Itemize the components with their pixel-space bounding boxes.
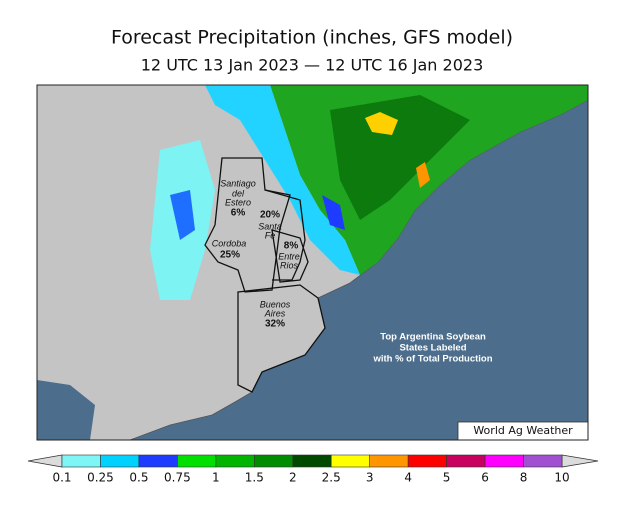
- colorbar-label: 4: [404, 471, 412, 485]
- colorbar-label: 0.75: [164, 471, 191, 485]
- annotation-line: States Labeled: [399, 343, 466, 354]
- colorbar-segment: [407, 454, 447, 468]
- state-share: 6%: [231, 208, 246, 219]
- colorbar-segment: [254, 454, 294, 468]
- state-name: Entre: [278, 251, 300, 261]
- state-name: Fe: [265, 230, 276, 240]
- colorbar-segment: [523, 454, 563, 468]
- precip-yellow: [365, 112, 398, 135]
- colorbar-segment: [61, 454, 101, 468]
- state-labels: Santiago del Estero 6% 20% Santa Fe Cord…: [212, 178, 300, 329]
- colorbar-label: 6: [481, 471, 489, 485]
- colorbar-label: 10: [554, 471, 569, 485]
- map-frame: [36, 84, 589, 441]
- annotation-line: Top Argentina Soybean: [380, 332, 486, 343]
- map: Santiago del Estero 6% 20% Santa Fe Cord…: [36, 84, 589, 441]
- colorbar-segment: [369, 454, 409, 468]
- title: Forecast Precipitation (inches, GFS mode…: [111, 27, 513, 49]
- state-share: 32%: [265, 319, 285, 330]
- state-name: Cordoba: [212, 238, 247, 248]
- credit: World Ag Weather: [473, 424, 573, 437]
- colorbar-label: 0.1: [52, 471, 71, 485]
- colorbar-segment: [138, 454, 178, 468]
- colorbar-label: 2: [289, 471, 297, 485]
- state-share: 20%: [260, 210, 280, 221]
- colorbar-segment: [215, 454, 255, 468]
- precip-blue: [322, 195, 345, 230]
- colorbar-label: 5: [443, 471, 451, 485]
- state-name: Santiago: [220, 178, 256, 188]
- precip-dark-green: [330, 95, 470, 220]
- colorbar-label: 0.5: [129, 471, 148, 485]
- state-name: del: [232, 188, 245, 198]
- colorbar-label: 3: [366, 471, 374, 485]
- precip-blue: [170, 190, 195, 240]
- colorbar-segment: [177, 454, 217, 468]
- colorbar-segment: [330, 454, 370, 468]
- state-share: 8%: [284, 241, 299, 252]
- colorbar-label: 0.25: [87, 471, 114, 485]
- colorbar-end: [561, 454, 599, 468]
- province-borders: [204, 157, 326, 393]
- colorbar-label: 8: [520, 471, 528, 485]
- colorbar-label: 2.5: [322, 471, 341, 485]
- state-name: Estero: [225, 197, 251, 207]
- colorbar-segment: [446, 454, 486, 468]
- subtitle: 12 UTC 13 Jan 2023 — 12 UTC 16 Jan 2023: [141, 56, 484, 75]
- annotation-line: with % of Total Production: [372, 354, 492, 365]
- pacific: [37, 380, 95, 440]
- state-name: Santa: [258, 221, 282, 231]
- precip-orange: [416, 162, 430, 188]
- colorbar-segment: [484, 454, 524, 468]
- state-name: Buenos: [260, 299, 291, 309]
- annotation: Top Argentina Soybean States Labeled wit…: [372, 332, 492, 365]
- colorbar-segment: [100, 454, 140, 468]
- state-name: Rios: [280, 260, 299, 270]
- colorbar: 0.1 0.25 0.5 0.75 1 1.5 2 2.5 3 4 5 6 8 10: [27, 454, 599, 485]
- state-share: 25%: [220, 250, 240, 261]
- state-name: Aires: [264, 308, 286, 318]
- precip-cyan: [205, 85, 360, 275]
- colorbar-segment: [292, 454, 332, 468]
- colorbar-label: 1.5: [245, 471, 264, 485]
- colorbar-end: [27, 454, 63, 468]
- colorbar-label: 1: [212, 471, 220, 485]
